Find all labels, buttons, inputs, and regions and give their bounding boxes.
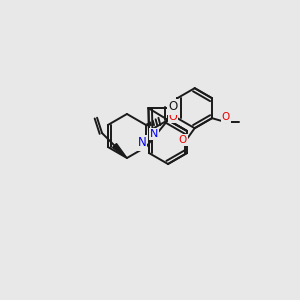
Text: O: O bbox=[168, 100, 178, 113]
Polygon shape bbox=[112, 144, 127, 158]
Text: N: N bbox=[138, 136, 146, 149]
Text: O: O bbox=[178, 135, 187, 145]
Text: O: O bbox=[169, 112, 177, 122]
Text: N: N bbox=[150, 129, 158, 139]
Text: O: O bbox=[222, 112, 230, 122]
